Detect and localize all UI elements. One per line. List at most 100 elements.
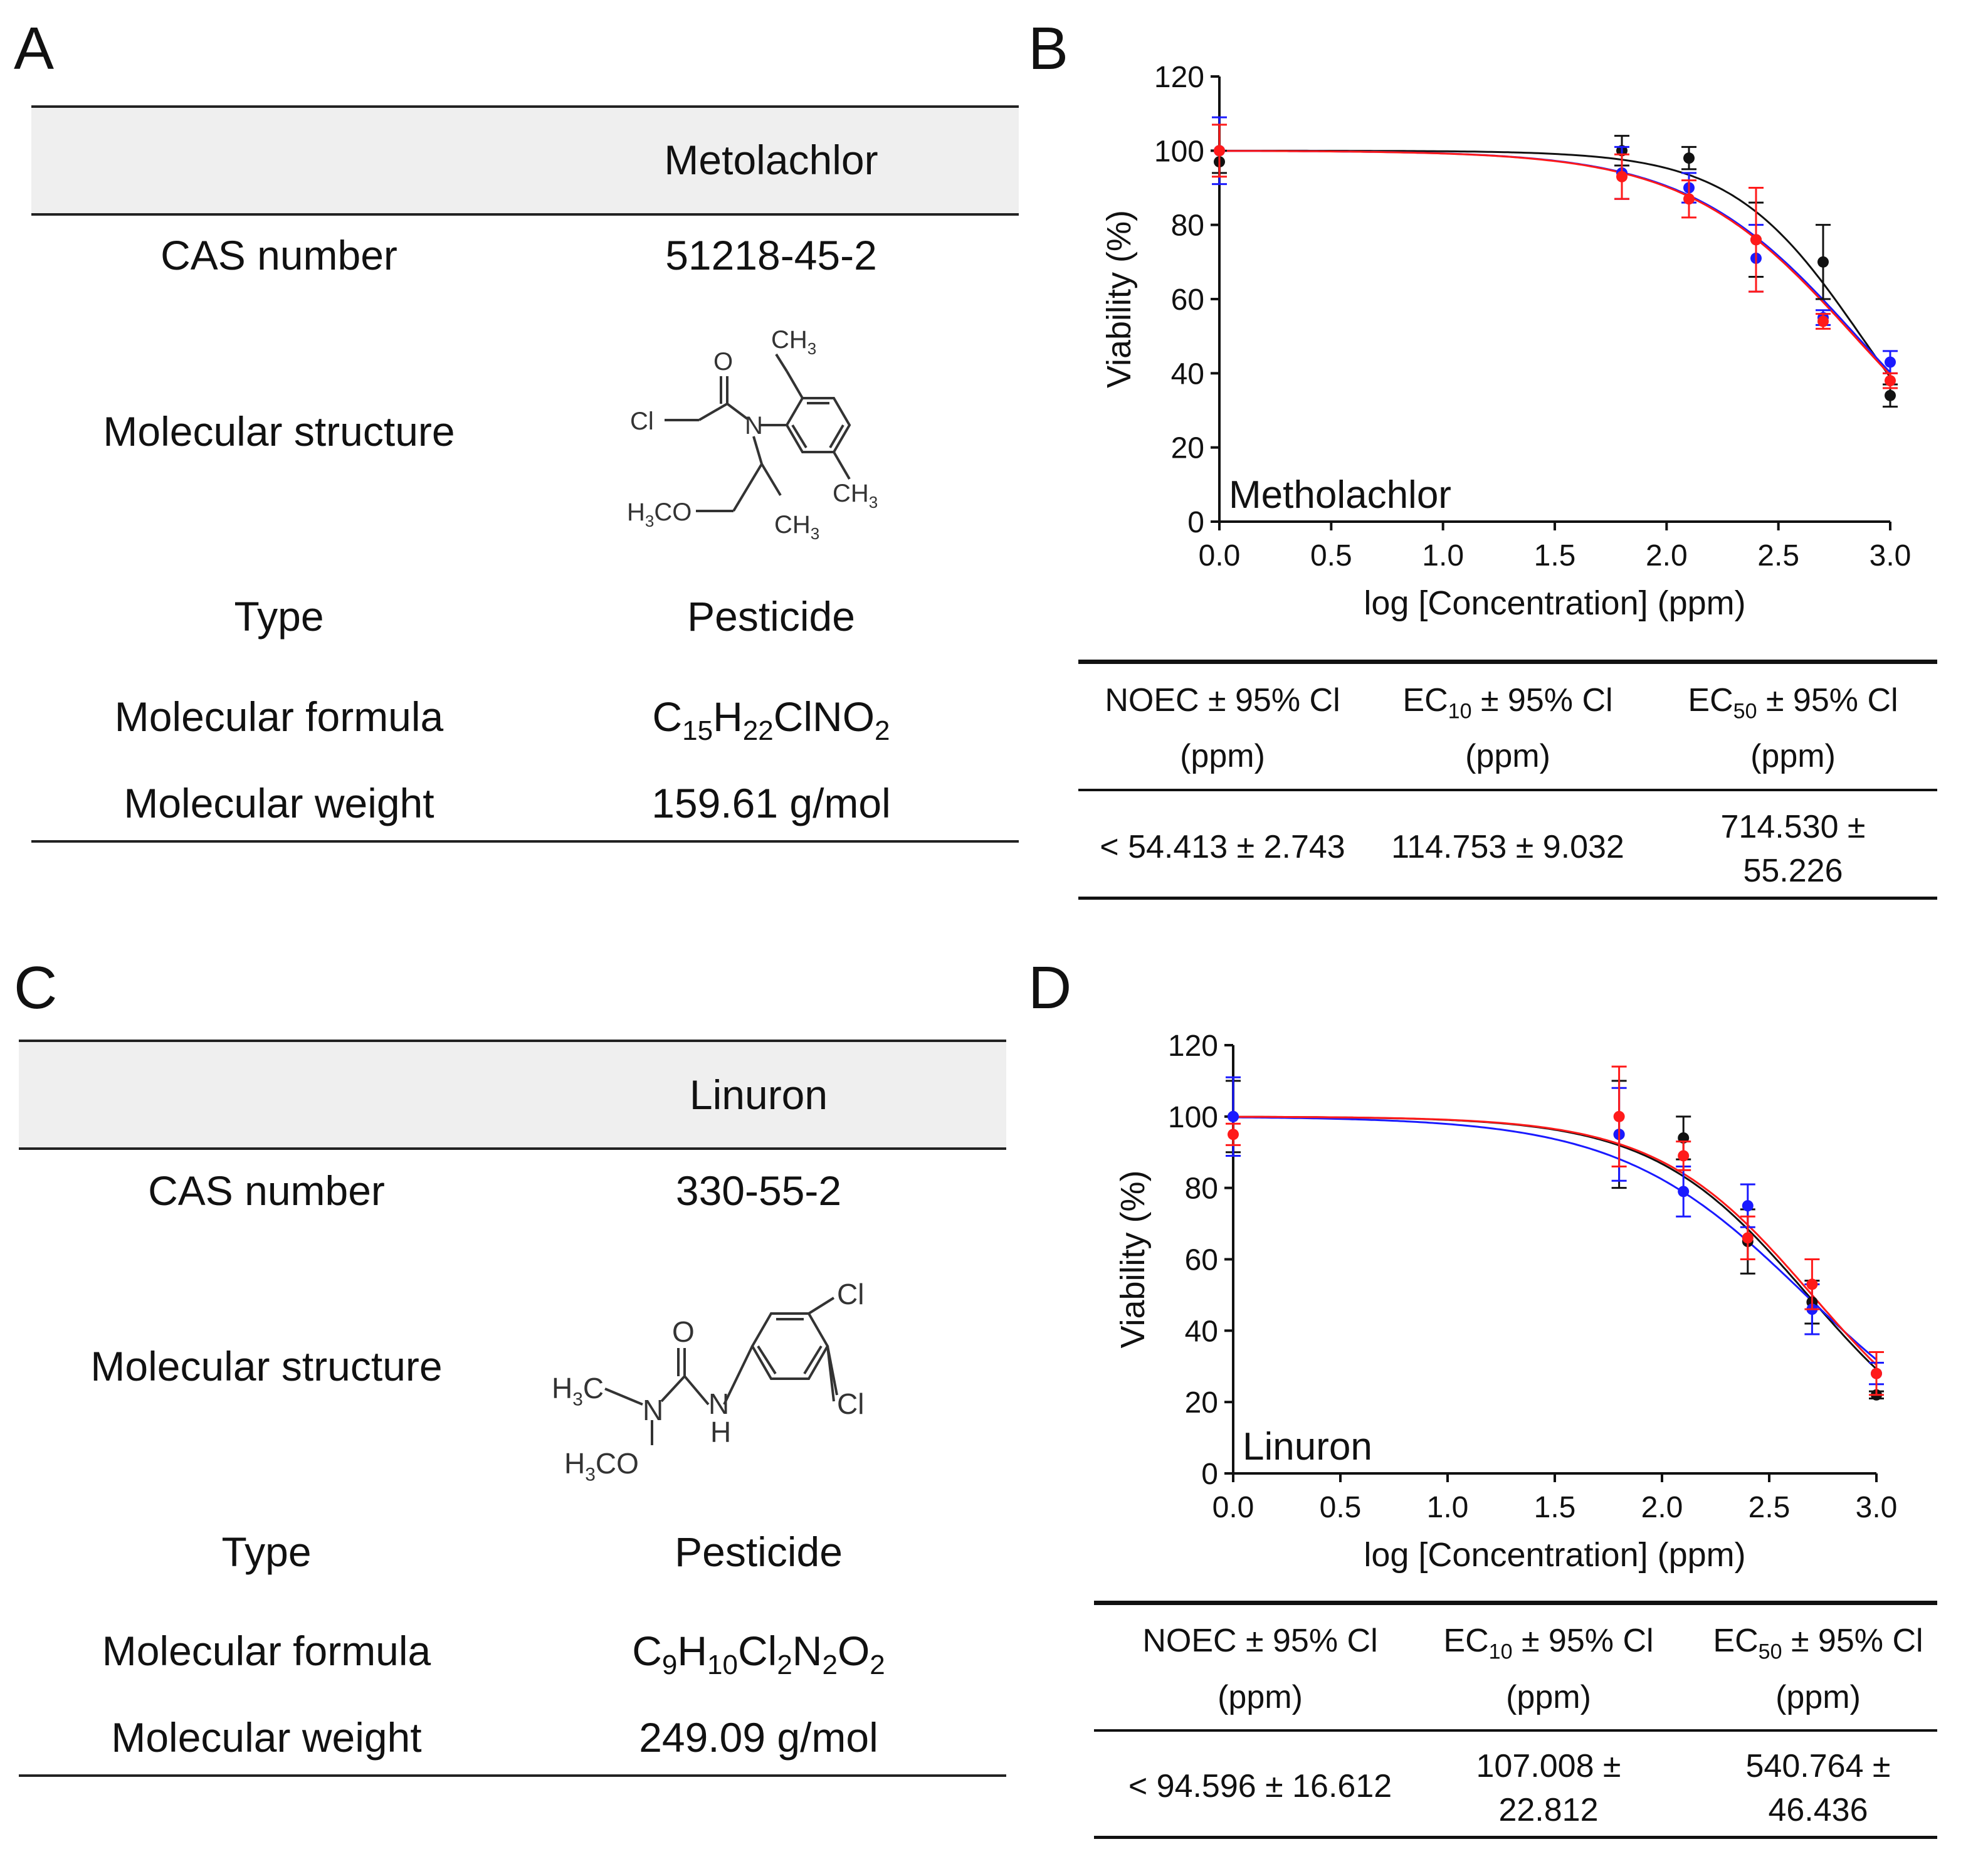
table-header-unit: (ppm) xyxy=(1506,1679,1591,1715)
structure-label-h-nh: H xyxy=(710,1416,731,1448)
table-header-ec10: EC10 ± 95% Cl xyxy=(1402,682,1613,724)
x-axis-label: log [Concentration] (ppm) xyxy=(1364,1536,1745,1574)
table-header-ec50: EC50 ± 95% Cl xyxy=(1713,1623,1923,1664)
row-label-formula: Molecular formula xyxy=(102,1628,431,1674)
structure-label-n-nh: N xyxy=(708,1388,729,1420)
chart-d: 0 20 40 60 80 100 120 0.0 0.5 1.0 1.5 2.0 2.5 3.0 log … xyxy=(1114,1030,1897,1574)
y-tick-label: 20 xyxy=(1185,1386,1218,1419)
table-header-noec: NOEC ± 95% Cl xyxy=(1142,1623,1378,1659)
structure-label-o: O xyxy=(713,348,733,376)
table-header-unit: (ppm) xyxy=(1465,738,1550,774)
compound-header-band xyxy=(31,105,1019,216)
structure-label-n: N xyxy=(643,1394,663,1426)
y-tick-label: 80 xyxy=(1185,1172,1218,1206)
row-label-formula: Molecular formula xyxy=(114,693,444,740)
data-point-red xyxy=(1871,1367,1882,1379)
structure-label-ch3-right: CH3 xyxy=(833,480,878,512)
data-point-red xyxy=(1683,193,1695,205)
y-tick-label: 60 xyxy=(1171,283,1204,317)
panel-letter-d: D xyxy=(1028,954,1072,1021)
table-bottom-rule xyxy=(19,1774,1006,1777)
data-point-black xyxy=(1683,152,1695,164)
row-label-structure: Molecular structure xyxy=(90,1343,443,1389)
y-tick-label: 40 xyxy=(1171,357,1204,391)
data-point-blue xyxy=(1885,356,1896,368)
results-table-top-rule xyxy=(1094,1601,1937,1605)
chart-b: 0 20 40 60 80 100 120 0.0 0.5 1.0 1.5 2.0 2.5 3.0 log … xyxy=(1100,61,1911,622)
y-tick-label: 120 xyxy=(1154,61,1204,94)
table-value-ec10-cont: 22.812 xyxy=(1498,1792,1599,1828)
structure-label-cl-bottom: Cl xyxy=(837,1388,864,1420)
x-tick-label: 3.0 xyxy=(1856,1491,1898,1524)
structure-label-h3co: H3CO xyxy=(564,1447,639,1485)
table-value-ec50-cont: 46.436 xyxy=(1768,1792,1868,1828)
row-value-weight: 249.09 g/mol xyxy=(639,1714,878,1761)
structure-label-ch3-top: CH3 xyxy=(771,326,816,358)
y-tick-label: 100 xyxy=(1168,1101,1218,1134)
molecular-structure-metolachlor: CH3 O Cl N H3CO CH3 CH3 xyxy=(627,326,878,543)
data-point-blue xyxy=(1678,1186,1690,1198)
structure-label-h3c: H3C xyxy=(552,1372,604,1410)
y-axis-label: Viability (%) xyxy=(1114,1170,1152,1348)
table-header-unit: (ppm) xyxy=(1218,1679,1303,1715)
x-axis-label: log [Concentration] (ppm) xyxy=(1364,584,1745,622)
row-value-cas: 330-55-2 xyxy=(675,1167,842,1214)
x-tick-label: 2.0 xyxy=(1646,539,1688,572)
x-tick-label: 1.0 xyxy=(1427,1491,1469,1524)
table-value-ec50: 714.530 ± xyxy=(1720,809,1866,845)
table-header-noec: NOEC ± 95% Cl xyxy=(1105,682,1340,719)
y-tick-label: 60 xyxy=(1185,1244,1218,1277)
y-tick-label: 120 xyxy=(1168,1030,1218,1063)
molecular-structure-linuron: Cl Cl O H3C N N H H3CO xyxy=(552,1279,864,1485)
y-tick-label: 40 xyxy=(1185,1315,1218,1348)
x-tick-label: 1.5 xyxy=(1534,539,1576,572)
table-header-unit: (ppm) xyxy=(1180,738,1265,774)
panel-letter-b: B xyxy=(1028,15,1069,82)
x-tick-label: 3.0 xyxy=(1870,539,1912,572)
fit-curve-black xyxy=(1219,149,1891,378)
row-label-type: Type xyxy=(234,593,324,640)
table-value-ec10: 107.008 ± xyxy=(1476,1748,1621,1784)
data-point-red xyxy=(1885,375,1896,387)
row-value-type: Pesticide xyxy=(687,593,855,640)
table-bottom-rule xyxy=(31,840,1019,843)
panel-letter-a: A xyxy=(14,15,55,82)
structure-label-cl: Cl xyxy=(630,408,654,435)
x-tick-label: 0.0 xyxy=(1212,1491,1254,1524)
data-point-blue xyxy=(1228,1110,1239,1122)
x-tick-label: 0.0 xyxy=(1199,539,1241,572)
data-point-red xyxy=(1806,1278,1818,1290)
results-table-mid-rule xyxy=(1078,789,1937,791)
x-tick-label: 1.0 xyxy=(1422,539,1464,572)
chart-title: Linuron xyxy=(1243,1425,1372,1468)
results-table-mid-rule xyxy=(1094,1729,1937,1732)
y-tick-label: 100 xyxy=(1154,135,1204,168)
compound-name: Metolachlor xyxy=(664,137,878,183)
x-tick-label: 1.5 xyxy=(1534,1491,1576,1524)
row-value-formula: C15H22ClNO2 xyxy=(652,693,890,747)
fit-curve-blue xyxy=(1219,150,1891,374)
y-tick-label: 0 xyxy=(1201,1458,1218,1491)
table-value-noec: < 54.413 ± 2.743 xyxy=(1100,829,1345,865)
row-value-weight: 159.61 g/mol xyxy=(651,780,891,826)
compound-name: Linuron xyxy=(689,1072,828,1118)
results-table-bottom-rule xyxy=(1078,897,1937,900)
fit-curve-blue xyxy=(1233,1116,1877,1361)
x-tick-label: 2.5 xyxy=(1749,1491,1791,1524)
y-tick-label: 80 xyxy=(1171,209,1204,243)
data-point-red xyxy=(1817,315,1829,327)
y-tick-label: 0 xyxy=(1187,506,1204,539)
table-value-ec10: 114.753 ± 9.032 xyxy=(1391,829,1624,865)
compound-header-band xyxy=(19,1040,1006,1150)
panel-letter-c: C xyxy=(14,954,58,1021)
table-header-ec50: EC50 ± 95% Cl xyxy=(1688,682,1898,724)
fit-curve-red xyxy=(1219,150,1891,376)
data-point-red xyxy=(1678,1150,1690,1162)
table-value-noec: < 94.596 ± 16.612 xyxy=(1128,1768,1392,1804)
fit-curve-red xyxy=(1233,1115,1878,1366)
data-point-red xyxy=(1742,1232,1754,1244)
row-label-type: Type xyxy=(221,1529,312,1575)
data-point-red xyxy=(1214,145,1225,157)
row-value-type: Pesticide xyxy=(675,1529,843,1575)
